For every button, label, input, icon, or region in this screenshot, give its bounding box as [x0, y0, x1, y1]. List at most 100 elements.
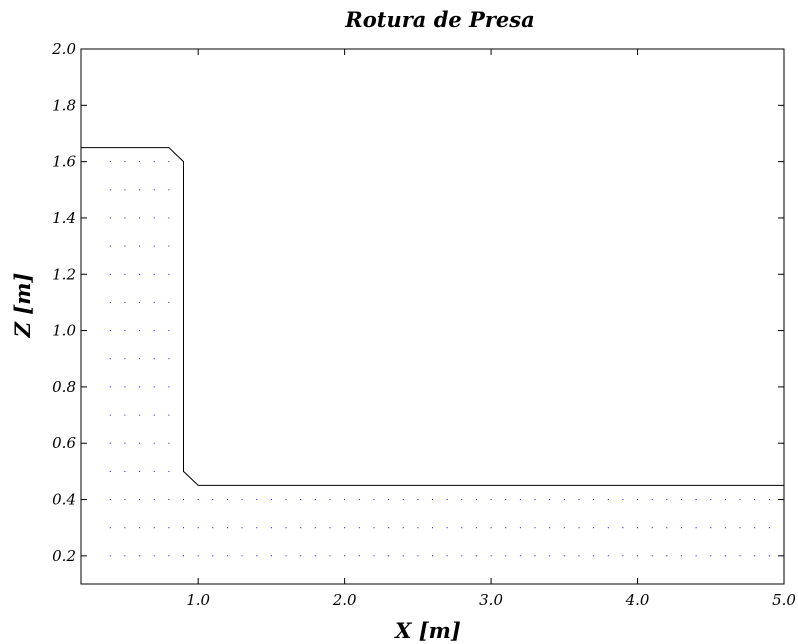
particle-point: [227, 555, 228, 557]
particle-point: [109, 217, 111, 219]
chart-title: Rotura de Presa: [344, 7, 534, 32]
particle-point: [651, 499, 653, 500]
particle-point: [549, 499, 551, 500]
particle-point: [197, 499, 199, 500]
y-tick-label: 1.6: [52, 153, 76, 171]
particle-point: [139, 301, 141, 303]
y-tick-label: 1.8: [52, 96, 76, 114]
particle-point: [300, 555, 302, 557]
particle-point: [490, 527, 492, 529]
x-tick-label: 2.0: [332, 591, 357, 609]
particle-point: [109, 499, 111, 500]
y-tick-label: 1.2: [52, 265, 76, 283]
particle-point: [358, 499, 360, 500]
particle-point: [534, 555, 536, 557]
x-tick-label: 3.0: [479, 591, 503, 609]
particle-point: [373, 499, 375, 500]
particle-point: [432, 555, 433, 557]
particle-point: [417, 555, 419, 557]
particle-point: [432, 499, 433, 500]
particle-point: [168, 245, 170, 247]
y-tick-label: 1.4: [52, 209, 76, 227]
particle-point: [505, 527, 507, 529]
particle-point: [153, 414, 155, 416]
particle-point: [768, 499, 770, 500]
particle-point: [153, 273, 155, 275]
particle-point: [768, 527, 770, 529]
particle-point: [124, 527, 126, 529]
particle-point: [549, 555, 551, 557]
particle-point: [153, 161, 155, 163]
particle-point: [446, 527, 448, 529]
particle-point: [358, 527, 360, 529]
particle-point: [534, 527, 536, 529]
particle-point: [519, 555, 521, 557]
particle-point: [417, 499, 419, 500]
particle-point: [461, 527, 463, 529]
particle-point: [168, 386, 170, 388]
particle-point: [124, 273, 126, 275]
particle-point: [124, 470, 126, 472]
particle-point: [139, 189, 141, 191]
particle-point: [710, 555, 712, 557]
particle-point: [549, 527, 551, 529]
particle-point: [563, 527, 565, 529]
particle-point: [168, 527, 170, 529]
particle-point: [241, 555, 243, 557]
particle-point: [490, 555, 492, 557]
particle-point: [270, 527, 272, 529]
particle-point: [241, 499, 243, 500]
y-tick-label: 0.6: [52, 434, 76, 452]
particle-point: [300, 527, 302, 529]
particle-point: [270, 555, 272, 557]
particle-point: [183, 527, 184, 529]
particle-point: [505, 555, 507, 557]
particle-point: [139, 555, 141, 557]
particle-point: [724, 555, 726, 557]
particle-point: [724, 499, 726, 500]
particle-point: [109, 470, 111, 472]
plot-frame: [80, 48, 785, 585]
y-tick-label: 0.2: [52, 547, 76, 565]
particle-point: [124, 386, 126, 388]
particle-point: [124, 442, 126, 444]
y-tick-label: 0.4: [52, 491, 76, 509]
particle-point: [344, 527, 346, 529]
particle-point: [168, 442, 170, 444]
particle-point: [109, 161, 111, 163]
particle-point: [388, 527, 390, 529]
particle-point: [739, 555, 741, 557]
particle-point: [270, 499, 272, 500]
particle-point: [153, 217, 155, 219]
particle-point: [417, 527, 419, 529]
particle-point: [593, 555, 595, 557]
particle-point: [519, 499, 521, 500]
particle-point: [739, 527, 741, 529]
particle-point: [358, 555, 360, 557]
particle-point: [153, 555, 155, 557]
particle-point: [475, 555, 477, 557]
particle-point: [285, 527, 287, 529]
particle-point: [168, 273, 170, 275]
particle-point: [475, 499, 477, 500]
particle-point: [109, 189, 111, 191]
particle-point: [124, 414, 126, 416]
particle-point: [168, 330, 170, 332]
particle-point: [124, 217, 126, 219]
particle-point: [168, 217, 170, 219]
particle-point: [710, 499, 712, 500]
particle-point: [563, 499, 565, 500]
particle-point: [739, 499, 741, 500]
particle-point: [139, 358, 141, 360]
particle-point: [256, 555, 258, 557]
particle-point: [681, 499, 682, 500]
particle-point: [241, 527, 243, 529]
particle-point: [256, 499, 258, 500]
particle-point: [681, 527, 682, 529]
particle-point: [475, 527, 477, 529]
particle-point: [109, 527, 111, 529]
particle-point: [285, 499, 287, 500]
x-tick-label: 5.0: [772, 591, 796, 609]
particle-point: [139, 217, 141, 219]
